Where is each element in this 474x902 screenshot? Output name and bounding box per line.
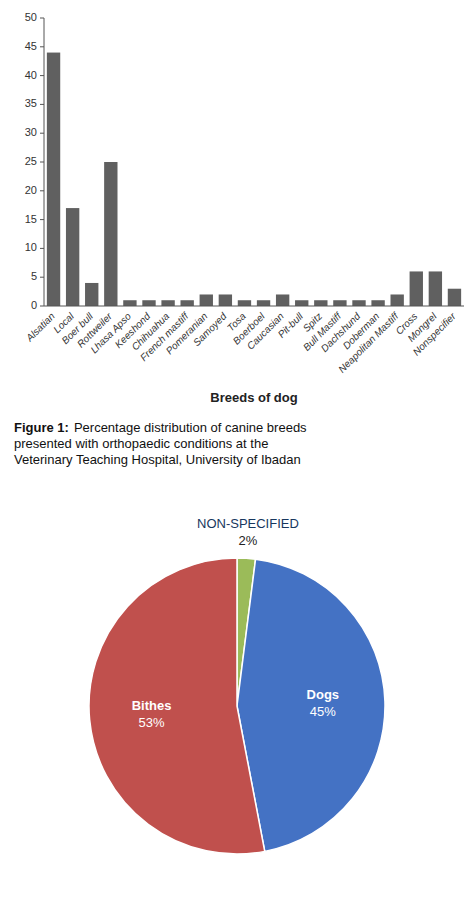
x-tick-label: Nonspecifier xyxy=(411,310,459,358)
bar xyxy=(219,294,232,306)
y-tick-label: 0 xyxy=(31,299,37,311)
bar xyxy=(448,289,461,306)
bar xyxy=(161,300,174,306)
chart-page: 0 5 10 15 20 25 30 35 40 45 50 AlsatianLocalBoer bu… xyxy=(0,0,474,902)
bar xyxy=(85,283,98,306)
bar xyxy=(276,294,289,306)
caption-line: Veterinary Teaching Hospital, University… xyxy=(14,452,301,467)
slice-labels: NON-SPECIFIED 2% Dogs 45% Bithes 53% xyxy=(132,516,339,730)
y-tick-label: 35 xyxy=(25,97,37,109)
slice-value-label: 2% xyxy=(239,533,258,548)
y-tick-label: 40 xyxy=(25,69,37,81)
x-tick-label: Samoyed xyxy=(191,310,229,348)
x-tick-label: Neapolitan Mastiff xyxy=(336,310,401,375)
x-axis-label: Breeds of dog xyxy=(210,390,297,405)
y-tick xyxy=(40,277,44,278)
y-tick xyxy=(40,18,44,19)
bar xyxy=(200,294,213,306)
bar xyxy=(66,208,79,306)
bars xyxy=(47,53,461,306)
y-tick-label: 20 xyxy=(25,184,37,196)
pie-slice xyxy=(237,559,385,851)
bar xyxy=(181,300,194,306)
caption-text: Percentage distribution of canine breeds… xyxy=(14,420,307,467)
y-tick xyxy=(40,104,44,105)
y-tick xyxy=(40,219,44,220)
caption-label: Figure 1: xyxy=(14,420,69,435)
bar xyxy=(410,271,423,306)
bar xyxy=(142,300,155,306)
y-axis: 0 5 10 15 20 25 30 35 40 45 50 xyxy=(25,11,44,311)
y-tick xyxy=(40,248,44,249)
slice-value-label: 53% xyxy=(139,715,165,730)
slice-value-label: 45% xyxy=(310,704,336,719)
y-tick xyxy=(40,190,44,191)
bar-chart: 0 5 10 15 20 25 30 35 40 45 50 AlsatianLocalBoer bu… xyxy=(23,11,464,405)
y-axis-line xyxy=(44,18,45,306)
y-tick-label: 50 xyxy=(25,11,37,23)
bar xyxy=(314,300,327,306)
x-axis-line xyxy=(44,306,464,307)
y-tick xyxy=(40,162,44,163)
slice-category-label: Bithes xyxy=(132,698,172,713)
bar xyxy=(104,162,117,306)
bar xyxy=(257,300,270,306)
bar xyxy=(371,300,384,306)
pie-slice xyxy=(89,558,265,854)
y-tick xyxy=(40,306,44,307)
bar xyxy=(333,300,346,306)
x-axis: AlsatianLocalBoer bullRottweilerLhasa Ap… xyxy=(23,306,464,375)
y-tick xyxy=(40,46,44,47)
slices xyxy=(89,558,385,854)
slice-category-label: NON-SPECIFIED xyxy=(197,516,299,531)
bar xyxy=(123,300,136,306)
y-tick-label: 5 xyxy=(31,270,37,282)
y-tick-label: 45 xyxy=(25,40,37,52)
caption-line: Percentage distribution of canine breeds xyxy=(74,420,307,435)
y-tick xyxy=(40,75,44,76)
bar xyxy=(352,300,365,306)
bar xyxy=(47,53,60,306)
bar xyxy=(238,300,251,306)
caption-line: presented with orthopaedic conditions at… xyxy=(14,436,268,451)
slice-category-label: Dogs xyxy=(307,687,340,702)
y-tick-label: 30 xyxy=(25,126,37,138)
pie-chart: Figure 1:Percentage distribution of cani… xyxy=(14,420,385,854)
y-tick-label: 15 xyxy=(25,213,37,225)
y-tick-label: 10 xyxy=(25,241,37,253)
y-tick xyxy=(40,133,44,134)
bar xyxy=(391,294,404,306)
bar xyxy=(295,300,308,306)
bar xyxy=(429,271,442,306)
y-tick-label: 25 xyxy=(25,155,37,167)
